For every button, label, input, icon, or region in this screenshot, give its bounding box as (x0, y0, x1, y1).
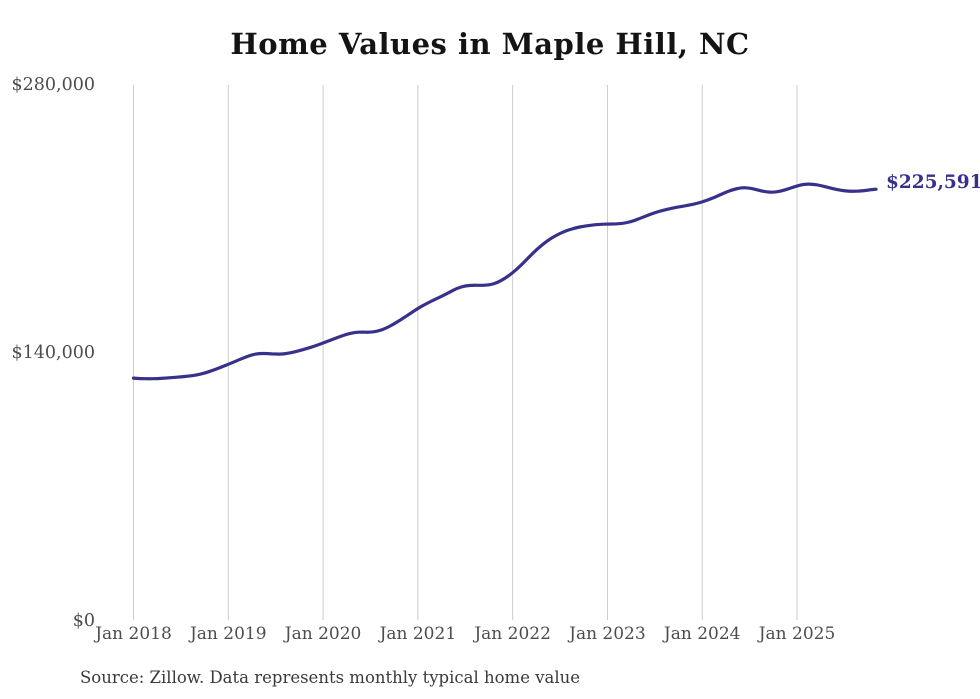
y-axis-tick-0: $0 (72, 611, 95, 631)
x-axis-tick-jan-2024: Jan 2024 (663, 624, 741, 644)
x-axis-tick-jan-2019: Jan 2019 (189, 624, 267, 644)
x-axis-tick-jan-2020: Jan 2020 (284, 624, 362, 644)
chart-title: Home Values in Maple Hill, NC (230, 27, 750, 61)
x-axis-tick-jan-2025: Jan 2025 (758, 624, 836, 644)
y-axis-tick-280000: $280,000 (11, 75, 95, 95)
year-gridlines (133, 85, 798, 620)
x-axis-tick-jan-2018: Jan 2018 (95, 624, 172, 644)
y-axis-tick-140000: $140,000 (11, 343, 95, 363)
current-value-label: $225,591 (886, 172, 980, 193)
x-axis-tick-jan-2023: Jan 2023 (569, 624, 646, 644)
x-axis-tick-jan-2022: Jan 2022 (474, 624, 551, 644)
source-note: Source: Zillow. Data represents monthly … (80, 668, 581, 687)
home-value-line (131, 182, 878, 381)
x-axis-tick-jan-2021: Jan 2021 (379, 624, 457, 644)
